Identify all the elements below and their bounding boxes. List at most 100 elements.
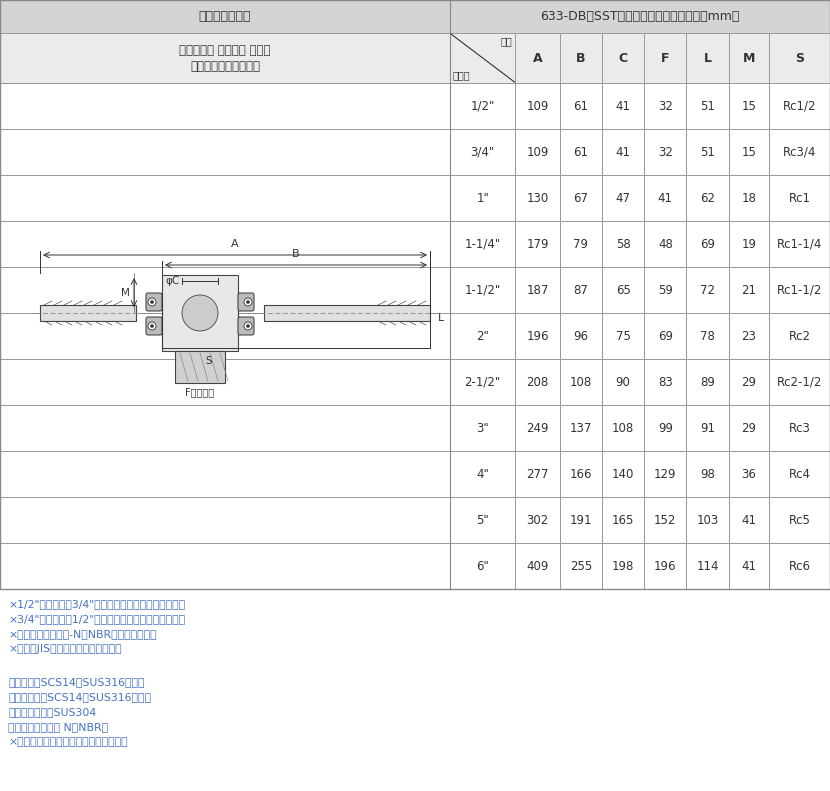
Text: 69: 69 xyxy=(658,330,673,343)
Bar xyxy=(644,451,686,497)
Bar xyxy=(450,543,515,589)
Text: 255: 255 xyxy=(569,559,592,573)
Text: ×3/4"カプラーは1/2"アダプターにも接続できます。: ×3/4"カプラーは1/2"アダプターにも接続できます。 xyxy=(8,614,185,624)
Text: 36: 36 xyxy=(741,467,756,480)
Bar xyxy=(450,359,515,405)
Text: 69: 69 xyxy=(700,237,715,251)
Text: 15: 15 xyxy=(741,100,756,112)
Text: 32: 32 xyxy=(658,146,673,158)
Text: 51: 51 xyxy=(701,100,715,112)
Circle shape xyxy=(150,324,154,327)
Text: S: S xyxy=(205,356,212,366)
Text: 103: 103 xyxy=(696,513,719,527)
Text: ×1/2"カプラーは3/4"アダプターにも接続できます。: ×1/2"カプラーは3/4"アダプターにも接続できます。 xyxy=(8,599,185,609)
Bar xyxy=(0,83,450,129)
Bar xyxy=(729,33,769,83)
Bar xyxy=(729,359,769,405)
FancyBboxPatch shape xyxy=(238,293,254,311)
Bar xyxy=(0,267,450,313)
Bar xyxy=(644,83,686,129)
Bar xyxy=(644,267,686,313)
Bar xyxy=(175,351,225,383)
Text: 98: 98 xyxy=(701,467,715,480)
Bar xyxy=(729,313,769,359)
Text: 61: 61 xyxy=(574,100,588,112)
Bar xyxy=(0,497,450,543)
Bar xyxy=(559,129,602,175)
Text: φC: φC xyxy=(166,276,180,286)
Text: Rc1-1/4: Rc1-1/4 xyxy=(777,237,822,251)
Bar xyxy=(559,497,602,543)
Bar xyxy=(40,305,136,321)
Text: Rc1-1/2: Rc1-1/2 xyxy=(777,283,822,297)
Text: F: F xyxy=(661,51,670,65)
Text: 58: 58 xyxy=(616,237,631,251)
Bar xyxy=(769,497,830,543)
Bar xyxy=(602,83,644,129)
Bar xyxy=(769,175,830,221)
Text: 83: 83 xyxy=(658,376,672,388)
Text: 15: 15 xyxy=(741,146,756,158)
Bar xyxy=(602,33,644,83)
Text: 62: 62 xyxy=(700,191,715,205)
Bar xyxy=(0,0,450,33)
Text: 41: 41 xyxy=(741,559,756,573)
Text: 5": 5" xyxy=(476,513,489,527)
Text: Rc2-1/2: Rc2-1/2 xyxy=(777,376,822,388)
Bar xyxy=(686,497,729,543)
Bar xyxy=(559,267,602,313)
Text: L: L xyxy=(438,313,444,323)
Bar xyxy=(450,83,515,129)
Bar xyxy=(602,405,644,451)
Bar xyxy=(769,83,830,129)
Text: 29: 29 xyxy=(741,376,756,388)
Bar xyxy=(559,33,602,83)
Text: ガスケット：ブナ N（NBR）: ガスケット：ブナ N（NBR） xyxy=(8,722,108,732)
Text: ×ガスケットは流体により選定できます: ×ガスケットは流体により選定できます xyxy=(8,737,128,747)
Text: 19: 19 xyxy=(741,237,756,251)
Bar xyxy=(559,175,602,221)
Bar xyxy=(450,451,515,497)
Text: 249: 249 xyxy=(526,422,549,434)
Bar xyxy=(729,129,769,175)
Text: Rc6: Rc6 xyxy=(788,559,810,573)
Bar xyxy=(162,275,238,351)
Bar xyxy=(644,33,686,83)
Text: Rc5: Rc5 xyxy=(788,513,810,527)
Bar xyxy=(602,497,644,543)
Text: 140: 140 xyxy=(612,467,634,480)
Text: 継手本体：SCS14（SUS316相当）: 継手本体：SCS14（SUS316相当） xyxy=(8,677,144,687)
Text: B: B xyxy=(576,51,586,65)
Text: 166: 166 xyxy=(569,467,592,480)
Bar xyxy=(450,33,515,83)
Bar xyxy=(0,313,450,359)
Text: 109: 109 xyxy=(526,100,549,112)
Text: 191: 191 xyxy=(569,513,592,527)
Bar xyxy=(729,497,769,543)
Bar xyxy=(602,359,644,405)
Bar xyxy=(729,175,769,221)
Bar xyxy=(515,267,559,313)
Bar xyxy=(686,451,729,497)
Text: 87: 87 xyxy=(574,283,588,297)
Bar xyxy=(515,129,559,175)
Text: カムアーム：SCS14（SUS316相当）: カムアーム：SCS14（SUS316相当） xyxy=(8,692,151,702)
Text: 208: 208 xyxy=(526,376,549,388)
Bar xyxy=(515,359,559,405)
Bar xyxy=(0,175,450,221)
Bar xyxy=(769,405,830,451)
Bar xyxy=(559,451,602,497)
Text: 3": 3" xyxy=(476,422,489,434)
Text: Rc3/4: Rc3/4 xyxy=(783,146,816,158)
Circle shape xyxy=(150,301,154,304)
Bar xyxy=(602,129,644,175)
Bar xyxy=(686,175,729,221)
Text: 6": 6" xyxy=(476,559,489,573)
Text: ×ネジはJIS管用テーパーネジです。: ×ネジはJIS管用テーパーネジです。 xyxy=(8,644,122,654)
Bar xyxy=(602,313,644,359)
Text: M: M xyxy=(743,51,755,65)
Text: 48: 48 xyxy=(658,237,673,251)
FancyBboxPatch shape xyxy=(146,293,162,311)
Text: カムロック カプラー メネジ: カムロック カプラー メネジ xyxy=(179,44,271,56)
Bar xyxy=(0,359,450,405)
